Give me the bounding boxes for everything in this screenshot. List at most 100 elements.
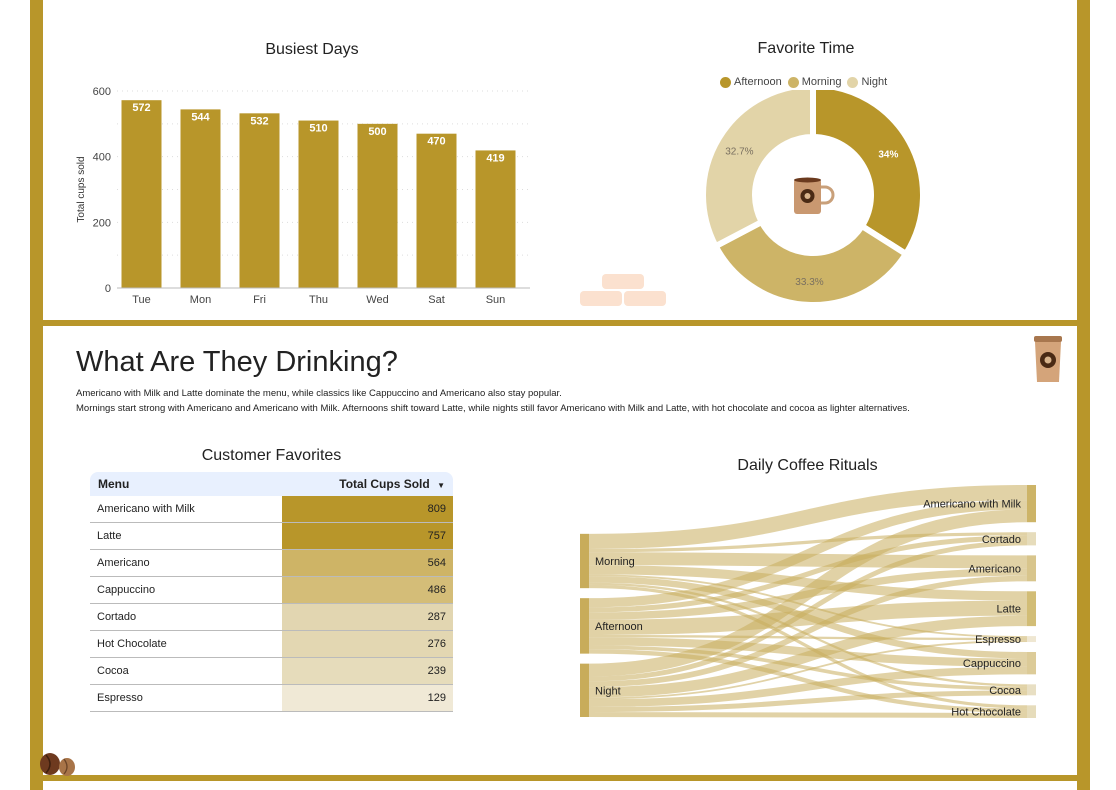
sankey-link: [588, 634, 1028, 641]
donut-slice-label: 33.3%: [795, 277, 823, 288]
sankey-node-americano: [1027, 555, 1036, 582]
sankey-node-label: Latte: [997, 604, 1021, 616]
sankey-link: [588, 535, 1028, 613]
frame-bottom-border: [30, 775, 1090, 781]
table-row[interactable]: Espresso 129: [90, 684, 453, 712]
donut-slice-label: 32.7%: [725, 147, 753, 158]
bar-fri: [239, 113, 280, 289]
sankey-node-label: Cocoa: [989, 685, 1022, 697]
sort-desc-icon[interactable]: ▼: [437, 481, 445, 490]
sankey-link: [588, 532, 1028, 553]
table-row[interactable]: Latte 757: [90, 522, 453, 550]
sankey-link: [588, 500, 1028, 608]
bar-value-label: 470: [427, 136, 445, 148]
y-tick-label: 0: [105, 283, 111, 295]
menu-cell: Americano: [90, 549, 282, 577]
sankey-node-espresso: [1027, 636, 1036, 643]
sankey-node-morning: [580, 533, 589, 589]
frame-left-border: [30, 0, 43, 790]
sankey-link: [588, 485, 1028, 550]
x-tick-label: Sun: [486, 294, 506, 306]
bar-sat: [416, 133, 457, 288]
cups-cell: 129: [282, 684, 453, 712]
bar-wed: [357, 123, 398, 288]
bar-value-label: 572: [132, 102, 150, 114]
sankey-link: [588, 552, 1028, 569]
sankey-node-americano-with-milk: [1027, 485, 1036, 523]
table-row[interactable]: Cocoa 239: [90, 657, 453, 685]
busiest-days-chart: 0 200 400 600 Total cups sold 572 Tue 544 Mon 532…: [76, 86, 530, 306]
frame-right-border: [1077, 0, 1090, 790]
cups-cell: 564: [282, 549, 453, 577]
customer-favorites-title: Customer Favorites: [201, 447, 342, 464]
legend-dot-icon: [787, 76, 799, 88]
bar-value-label: 510: [309, 123, 327, 135]
customer-favorites-table: Menu Total Cups Sold ▼ Americano with Mi…: [90, 472, 453, 712]
donut-slice-afternoon: [810, 90, 926, 259]
favorite-time-donut: 34% 33.3% 32.7%: [700, 90, 926, 308]
column-header-menu[interactable]: Menu: [90, 472, 282, 496]
legend-item-night[interactable]: Night: [847, 76, 887, 88]
sankey-node-cortado: [1027, 532, 1036, 546]
busiest-days-title: Busiest Days: [265, 41, 359, 58]
x-tick-label: Wed: [366, 294, 388, 306]
cups-cell: 809: [282, 496, 453, 523]
sankey-link: [588, 690, 1028, 712]
bar-value-label: 419: [486, 152, 504, 164]
y-axis-label: Total cups sold: [76, 156, 87, 222]
sankey-node-label: Cortado: [982, 534, 1021, 546]
sankey-node-label: Morning: [595, 556, 635, 568]
y-tick-label: 200: [93, 217, 111, 229]
sankey-link: [588, 649, 1028, 713]
bar-value-label: 500: [368, 126, 386, 138]
favorite-time-title: Favorite Time: [757, 40, 855, 57]
sankey-node-afternoon: [580, 598, 589, 654]
section-heading: What Are They Drinking?: [76, 346, 398, 378]
sankey-node-cappuccino: [1027, 652, 1036, 675]
x-tick-label: Tue: [132, 294, 151, 306]
cups-cell: 239: [282, 657, 453, 685]
menu-cell: Cappuccino: [90, 576, 282, 604]
menu-cell: Espresso: [90, 684, 282, 712]
sankey-link: [588, 575, 1028, 688]
sankey-link: [588, 711, 1028, 718]
decorative-bricks: [580, 274, 668, 306]
x-tick-label: Thu: [309, 294, 328, 306]
table-row[interactable]: Americano with Milk 809: [90, 496, 453, 523]
legend-dot-icon: [720, 76, 731, 88]
sankey-link: [588, 509, 1028, 677]
coffee-mug-icon: [794, 177, 835, 214]
menu-cell: Hot Chocolate: [90, 630, 282, 658]
cups-cell: 757: [282, 522, 453, 550]
sankey-link: [588, 582, 1028, 687]
legend-item-afternoon[interactable]: Afternoon: [720, 76, 782, 88]
sankey-node-label: Cappuccino: [963, 658, 1021, 670]
menu-cell: Latte: [90, 522, 282, 550]
sankey-link: [588, 540, 1028, 682]
cups-cell: 287: [282, 603, 453, 631]
cups-cell: 276: [282, 630, 453, 658]
y-tick-label: 400: [93, 152, 111, 164]
bar-thu: [298, 120, 339, 288]
sankey-node-cocoa: [1027, 684, 1036, 696]
coffee-beans-icon: [40, 753, 75, 776]
column-header-total-cups-sold[interactable]: Total Cups Sold ▼: [282, 472, 453, 496]
bar-value-label: 544: [191, 111, 210, 123]
table-row[interactable]: Hot Chocolate 276: [90, 630, 453, 658]
sankey-link: [588, 615, 1028, 698]
table-row[interactable]: Cappuccino 486: [90, 576, 453, 604]
legend-dot-icon: [847, 76, 859, 88]
section-description-2: Mornings start strong with Americano and…: [76, 403, 910, 414]
menu-cell: Cocoa: [90, 657, 282, 685]
table-row[interactable]: Cortado 287: [90, 603, 453, 631]
donut-slice-morning: [711, 217, 911, 308]
sankey-node-night: [580, 663, 589, 717]
legend-item-morning[interactable]: Morning: [787, 76, 841, 88]
table-row[interactable]: Americano 564: [90, 549, 453, 577]
sankey-node-latte: [1027, 591, 1036, 627]
bar-tue: [121, 100, 162, 288]
sankey-node-label: Americano: [968, 563, 1021, 575]
sankey-node-hot-chocolate: [1027, 705, 1036, 718]
daily-rituals-title: Daily Coffee Rituals: [737, 457, 878, 474]
